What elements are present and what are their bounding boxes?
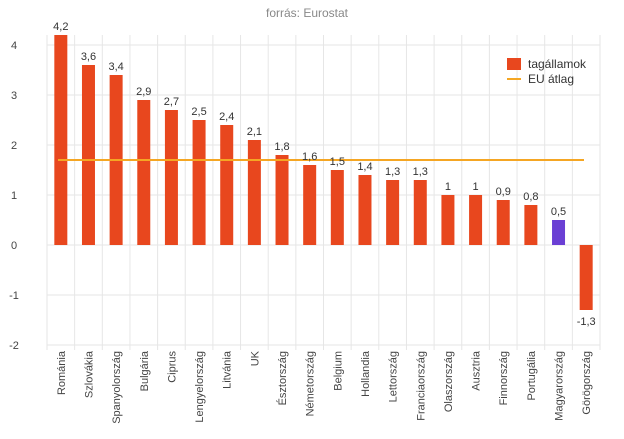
x-tick-label: Lengyelország — [194, 351, 206, 423]
data-label: 3,4 — [108, 61, 123, 73]
x-tick-label: Finnország — [498, 351, 510, 405]
data-label: 0,8 — [523, 191, 538, 203]
x-tick-label: Görögország — [581, 351, 593, 415]
chart-title: forrás: Eurostat — [266, 6, 349, 20]
y-tick-label: 0 — [11, 240, 17, 252]
x-tick-label: Észtország — [276, 351, 289, 405]
legend-label-tagallamok: tagállamok — [528, 57, 587, 71]
bar — [441, 195, 455, 245]
legend-label-eu-atlag: EU átlag — [528, 72, 574, 86]
x-tick-label: Magyarország — [554, 351, 566, 421]
data-label: 1 — [473, 181, 479, 193]
x-tick-label: Lettország — [388, 351, 400, 402]
bar — [413, 180, 427, 245]
data-labels: 4,2 3,6 3,4 2,9 2,7 2,5 2,4 2,1 1,8 1,6 1,5 1,4 1,3 1… — [53, 21, 595, 328]
bar — [496, 200, 510, 245]
data-label: 1,5 — [330, 156, 345, 168]
bar — [54, 35, 68, 245]
bar — [579, 245, 593, 310]
x-tick-label: Belgium — [332, 351, 344, 391]
bar — [81, 65, 95, 245]
x-tick-label: Németország — [305, 351, 317, 416]
bar — [220, 125, 234, 245]
bar — [164, 110, 178, 245]
legend-swatch-tagallamok — [507, 58, 521, 70]
data-label: 2,4 — [219, 111, 234, 123]
y-tick-label: 2 — [11, 140, 17, 152]
y-tick-label: 1 — [11, 190, 17, 202]
data-label: 1,8 — [274, 141, 289, 153]
data-label: -1,3 — [577, 316, 596, 328]
gridlines — [46, 35, 601, 350]
data-label: 0,9 — [496, 186, 511, 198]
data-label: 2,5 — [191, 106, 206, 118]
bars — [54, 35, 593, 310]
y-tick-label: 3 — [11, 90, 17, 102]
x-tick-label: Ausztria — [471, 350, 483, 391]
x-tick-label: UK — [249, 350, 261, 366]
x-tick-label: Litvánia — [222, 350, 234, 389]
y-tick-label: -1 — [9, 290, 19, 302]
bar — [275, 155, 289, 245]
data-label: 1 — [445, 181, 451, 193]
bar — [552, 220, 566, 245]
data-label: 0,5 — [551, 206, 566, 218]
x-tick-label: Hollandia — [360, 350, 372, 397]
bar — [137, 100, 151, 245]
x-tick-label: Ciprus — [166, 351, 178, 383]
y-tick-label: 4 — [11, 40, 17, 52]
legend: tagállamok EU átlag — [507, 57, 587, 86]
bar — [192, 120, 206, 245]
data-label: 2,7 — [164, 96, 179, 108]
x-tick-label: Bulgária — [139, 350, 151, 391]
x-tick-label: Franciaország — [415, 351, 427, 421]
data-label: 2,1 — [247, 126, 262, 138]
y-tick-label: -2 — [9, 340, 19, 352]
bar — [469, 195, 483, 245]
bar — [358, 175, 372, 245]
data-label: 2,9 — [136, 86, 151, 98]
data-label: 4,2 — [53, 21, 68, 33]
data-label: 1,4 — [357, 161, 372, 173]
data-label: 1,6 — [302, 151, 317, 163]
data-label: 1,3 — [385, 166, 400, 178]
x-tick-label: Románia — [56, 350, 68, 395]
bar — [386, 180, 400, 245]
y-axis: -2 -1 0 1 2 3 4 — [9, 40, 19, 352]
bar — [303, 165, 317, 245]
x-tick-label: Olaszország — [443, 351, 455, 412]
x-tick-label: Szlovákia — [83, 350, 95, 398]
bar — [247, 140, 261, 245]
bar — [330, 170, 344, 245]
x-axis: Románia Szlovákia Spanyolország Bulgária Cip… — [56, 350, 593, 424]
bar — [524, 205, 538, 245]
data-label: 1,3 — [413, 166, 428, 178]
data-label: 3,6 — [81, 51, 96, 63]
x-tick-label: Spanyolország — [111, 351, 123, 424]
x-tick-label: Portugália — [526, 350, 538, 400]
